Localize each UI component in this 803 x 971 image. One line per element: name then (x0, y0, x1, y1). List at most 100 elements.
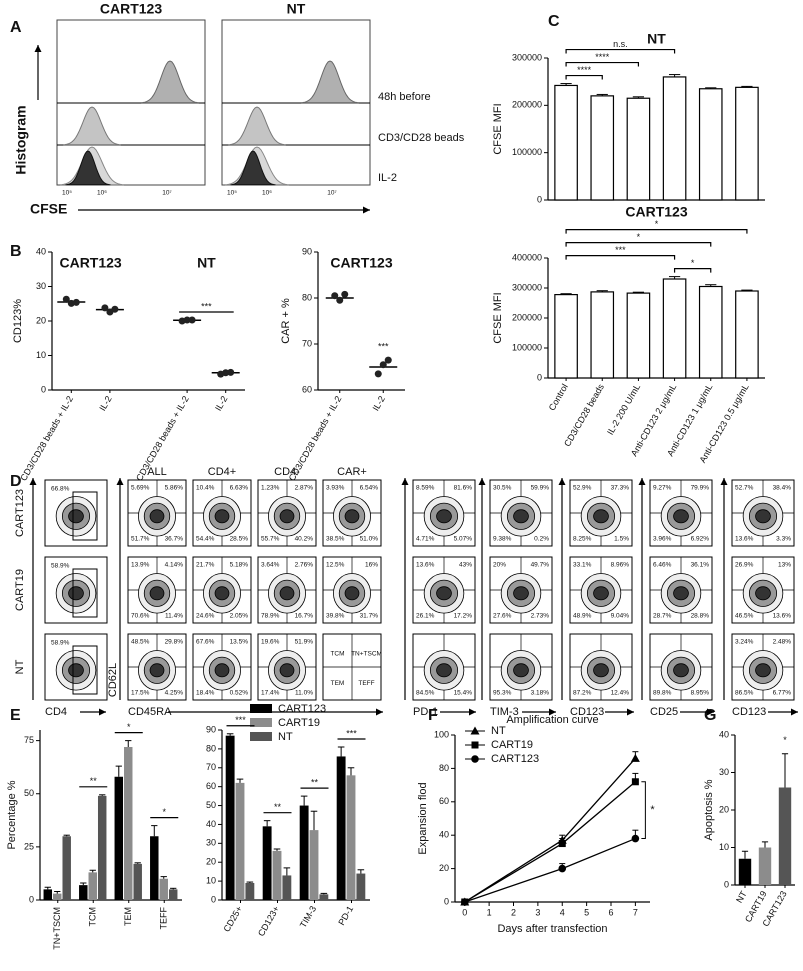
y-axis-label: Expansion flod (417, 782, 429, 854)
y-tick-label: 30 (719, 767, 729, 777)
significance-label: *** (346, 728, 357, 738)
x-tick-label: 4 (560, 907, 565, 917)
y-tick-label: 300000 (512, 282, 542, 292)
bar (245, 883, 255, 900)
quadrant-label: 28.8% (691, 613, 710, 620)
quadrant-label: 17.2% (454, 613, 473, 620)
significance-bracket (641, 781, 646, 840)
x-tick-label: CD25+ (221, 904, 244, 933)
chart-title: CART123 (625, 204, 687, 220)
x-tick-label: NT (734, 889, 749, 905)
data-point (72, 298, 80, 306)
flow-contour (149, 663, 165, 678)
y-tick-label: 80 (302, 292, 312, 302)
flow-contour (593, 586, 609, 601)
quadrant-label: 28.7% (653, 613, 672, 620)
bar (133, 863, 142, 900)
y-tick-label: 40 (439, 830, 449, 840)
data-point (183, 316, 191, 324)
y-tick-label: 200000 (512, 312, 542, 322)
significance-label: * (127, 722, 131, 732)
bar (97, 795, 107, 900)
significance-label: *** (201, 301, 212, 311)
flow-gate (72, 645, 98, 695)
y-tick-label: 50 (24, 788, 34, 798)
panel-label: B (10, 243, 22, 260)
y-axis-label: CD123% (12, 299, 24, 343)
significance-label: * (783, 735, 787, 745)
quadrant-label: 6.77% (773, 690, 792, 697)
quadrant-label: 59.9% (531, 485, 550, 492)
bar (53, 893, 62, 900)
significance-label: **** (577, 65, 592, 75)
flow-row-label: CART19 (14, 569, 26, 611)
quadrant-label: 16% (365, 562, 378, 569)
flow-contour (755, 509, 771, 524)
quadrant-label: 13.9% (131, 562, 150, 569)
line (464, 781, 636, 903)
y-tick-label: 80 (439, 763, 449, 773)
histogram-row-label: IL-2 (378, 172, 397, 184)
x-tick-label: TN+TSCM (52, 907, 62, 950)
flow-contour (344, 509, 360, 524)
marker (558, 840, 566, 848)
y-tick-label: 40 (719, 729, 729, 739)
quadrant-label: 3.18% (531, 690, 550, 697)
quadrant-label: 40.2% (295, 536, 314, 543)
flow-gate (72, 491, 98, 541)
quadrant-label: 2.73% (531, 613, 550, 620)
flow-xlabel: CD4 (45, 706, 67, 718)
quadrant-label: 2.05% (230, 613, 249, 620)
y-tick-label: 10 (206, 875, 216, 885)
flow-row-label: CART123 (14, 489, 26, 537)
marker (631, 778, 639, 786)
bar (698, 285, 723, 379)
marker (558, 864, 567, 873)
quadrant-label: 46.5% (735, 613, 754, 620)
legend-label: CART19 (491, 739, 533, 751)
bar (554, 294, 578, 379)
flow-gate-label: 58.9% (51, 563, 70, 570)
x-tick-label: TCM (88, 907, 98, 927)
histogram-curve (228, 106, 286, 146)
panel-label: D (10, 473, 22, 490)
panel-label: C (548, 13, 560, 30)
x-tick-label: IL-2 (97, 394, 113, 412)
quadrant-label: 2.76% (295, 562, 314, 569)
quadrant-label: 95.3% (493, 690, 512, 697)
x-tick-label: 1 (487, 907, 492, 917)
flow-contour (513, 586, 529, 601)
quadrant-label: 11.4% (165, 613, 183, 620)
legend-label: CART19 (278, 717, 320, 729)
significance-label: *** (235, 715, 246, 725)
bar (43, 889, 53, 900)
marker (470, 726, 480, 735)
x-tick-label: 0 (462, 907, 467, 917)
quadrant-label: 70.6% (131, 613, 150, 620)
y-axis-label: Apoptosis % (703, 779, 715, 840)
quadrant-label: 48.5% (131, 639, 150, 646)
significance-bracket (565, 229, 748, 234)
quadrant-label: 26.9% (735, 562, 754, 569)
y-tick-label: 10 (36, 350, 46, 360)
x-tick-label: CD123+ (256, 904, 281, 938)
legend-label: NT (278, 731, 293, 743)
quadrant-label: 13.6% (735, 536, 754, 543)
histogram-row-label: CD3/CD28 beads (378, 132, 465, 144)
y-tick-label: 100000 (512, 147, 542, 157)
flow-xlabel: CD25 (650, 706, 678, 718)
significance-label: ** (311, 777, 319, 787)
significance-label: ** (274, 802, 282, 812)
x-tick-label: TIM-3 (298, 904, 318, 929)
quadrant-label: 36.1% (691, 562, 710, 569)
marker (631, 834, 640, 843)
bar (778, 787, 792, 885)
quadrant-label: 9.27% (653, 485, 672, 492)
legend-label: NT (491, 725, 506, 737)
bar (735, 290, 759, 379)
y-tick-label: 90 (206, 724, 216, 734)
y-tick-label: 20 (439, 863, 449, 873)
quadrant-label: 27.6% (493, 613, 512, 620)
quadrant-label: 6.92% (691, 536, 710, 543)
quadrant-label: 5.07% (454, 536, 473, 543)
